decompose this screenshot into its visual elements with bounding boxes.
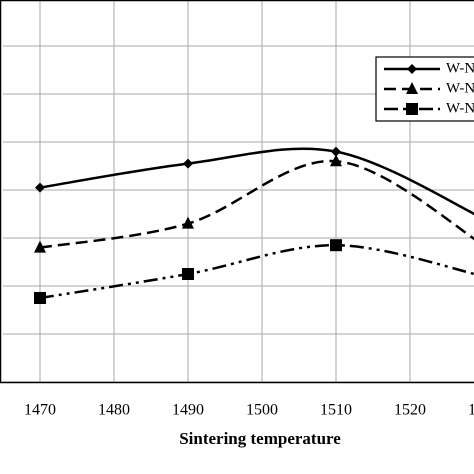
legend-marker: [406, 103, 418, 115]
legend: W-N W-N W-N: [375, 56, 474, 122]
marker: [34, 292, 46, 304]
legend-label: W-N: [446, 100, 474, 116]
series-line: [39, 147, 474, 216]
legend-marker: [406, 82, 418, 94]
plot-frame: [0, 0, 474, 384]
x-tick-label: 1510: [320, 402, 352, 419]
x-tick-label: 1500: [246, 402, 278, 419]
x-tick-label: 1530: [468, 402, 474, 419]
legend-marker: [407, 64, 417, 74]
marker: [182, 268, 194, 280]
x-tick-label: 1520: [394, 402, 426, 419]
marker: [34, 240, 46, 253]
x-tick-label: 1490: [172, 402, 204, 419]
legend-label: W-N: [446, 80, 474, 96]
x-tick-label: 1470: [24, 402, 56, 419]
x-tick-label: 1480: [98, 402, 130, 419]
marker: [331, 146, 341, 157]
marker: [183, 158, 193, 169]
series-line: [39, 243, 474, 300]
x-axis-label: Sintering temperature: [179, 429, 341, 448]
marker: [330, 154, 342, 167]
legend-label: W-N: [446, 60, 474, 76]
marker: [330, 239, 342, 252]
marker: [182, 216, 194, 229]
series-line: [39, 159, 474, 249]
marker: [35, 182, 45, 193]
